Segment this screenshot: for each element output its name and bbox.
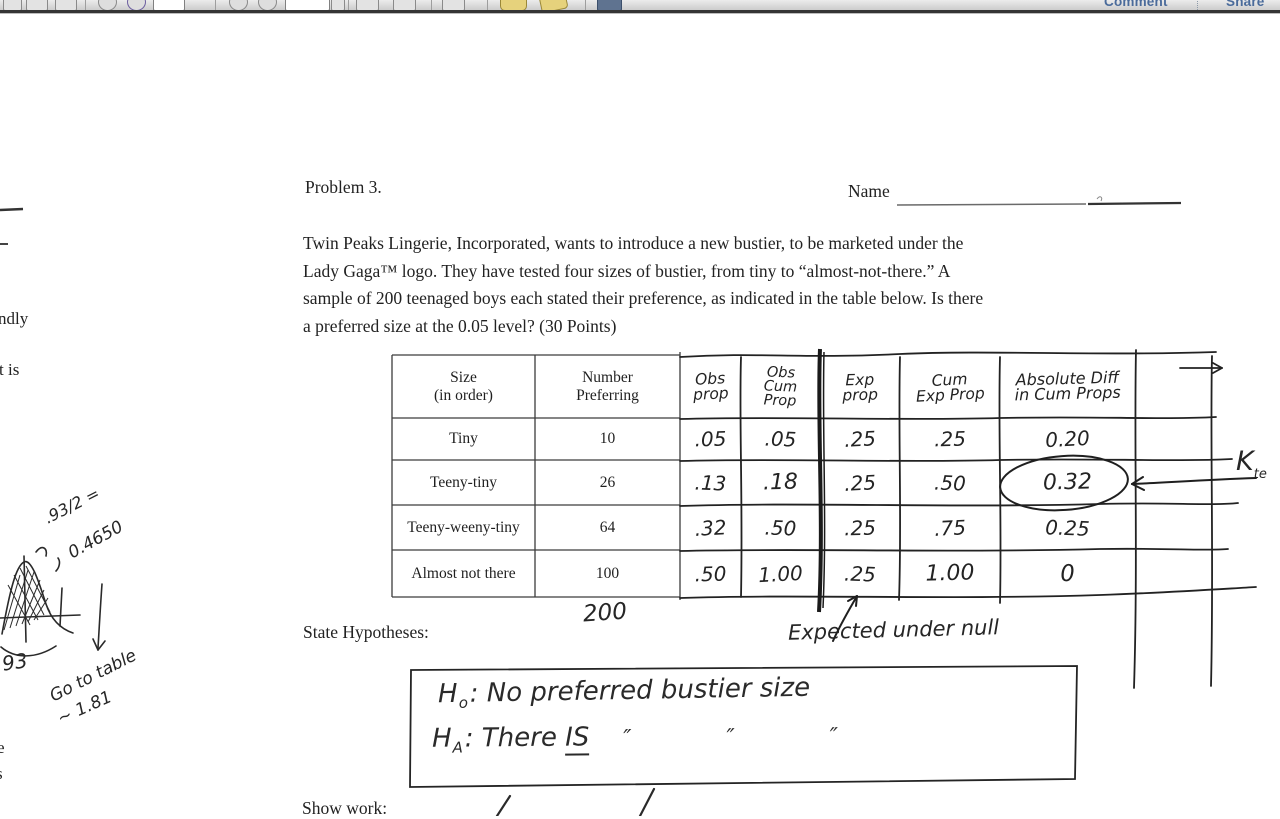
table-cell: Teeny-weeny-tiny [407, 518, 520, 536]
next-view-icon[interactable] [258, 0, 277, 10]
table-cell: 26 [599, 473, 616, 491]
column-header: Number Preferring [576, 368, 639, 404]
column-header: Absolute Diff in Cum Props [1014, 367, 1122, 405]
print-icon[interactable] [26, 0, 48, 10]
table-cell: Teeny-tiny [430, 473, 497, 491]
acrobat-toolbar: Comment Share [0, 0, 1280, 10]
paragraph-line: Lady Gaga™ logo. They have tested four s… [303, 260, 951, 281]
table-cell: .13 [694, 469, 727, 496]
clipboard-icon[interactable] [442, 0, 465, 10]
table-cell: .50 [694, 561, 727, 586]
sticky-note-icon[interactable] [500, 0, 527, 10]
k-statistic-callout: Kte [1236, 446, 1267, 482]
toolbar-border-shadow [0, 13, 1280, 14]
column-header: Cum Exp Prop [915, 370, 986, 406]
paragraph-line: Twin Peaks Lingerie, Incorporated, wants… [303, 233, 964, 253]
table-cell: .25 [843, 515, 877, 540]
table-cell: .18 [762, 469, 799, 496]
toolbar-separator [348, 0, 349, 10]
reading-mode-icon[interactable] [597, 0, 622, 10]
table-cell: 1.00 [925, 560, 975, 587]
file-icon[interactable] [3, 0, 22, 10]
table-cell: .05 [764, 426, 797, 452]
table-cell: 100 [595, 564, 620, 582]
table-cell: 10 [599, 430, 616, 447]
column-header: Size (in order) [434, 368, 493, 404]
table-cell: .25 [843, 560, 877, 587]
toolbar-separator [431, 0, 432, 10]
table-cell: .25 [843, 469, 877, 496]
table-cell: Almost not there [411, 564, 516, 582]
margin-fragment: s [0, 764, 3, 784]
fit-width-icon[interactable] [356, 0, 379, 10]
table-cell: .05 [694, 426, 727, 452]
page-down-icon[interactable] [127, 0, 146, 10]
table-cell: 1.00 [757, 560, 804, 587]
column-header: Obs Cum Prop [763, 364, 798, 410]
table-cell: .75 [933, 514, 967, 541]
zoom-level-input[interactable] [285, 0, 330, 10]
toolbar-border [0, 10, 1280, 13]
sketch-left-value: 93 [0, 648, 29, 676]
show-work-label: Show work: [302, 798, 388, 818]
page-up-icon[interactable] [98, 0, 117, 10]
table-cell: Tiny [449, 430, 478, 447]
problem-paragraph: Twin Peaks Lingerie, Incorporated, wants… [303, 230, 983, 340]
email-icon[interactable] [55, 0, 77, 10]
margin-fragment: t is [0, 360, 20, 379]
prev-view-icon[interactable] [229, 0, 248, 10]
toolbar-separator [487, 0, 488, 10]
zoom-dropdown-icon[interactable] [331, 0, 345, 10]
pdf-page-canvas[interactable]: Problem 3. Name Twin Peaks Lingerie, Inc… [0, 14, 1280, 818]
toolbar-separator [85, 0, 86, 10]
toolbar-separator [1197, 0, 1199, 10]
margin-fragment: ndly [0, 309, 29, 328]
table-cell: 64 [599, 518, 616, 536]
margin-fragment: e [0, 738, 5, 757]
table-cell: .50 [764, 514, 797, 541]
share-button[interactable]: Share [1226, 0, 1265, 9]
name-label: Name [848, 181, 890, 201]
paragraph-line: a preferred size at the 0.05 level? (30 … [303, 315, 617, 336]
toolbar-separator [215, 0, 216, 10]
fit-page-icon[interactable] [393, 0, 416, 10]
table-cell: 0.20 [1044, 425, 1091, 453]
state-hypotheses-label: State Hypotheses: [303, 622, 429, 642]
toolbar-separator [585, 0, 586, 10]
paragraph-line: sample of 200 teenaged boys each stated … [303, 288, 984, 308]
table-cell: .25 [843, 426, 877, 452]
column-header: Obs prop [692, 368, 730, 404]
highlight-icon[interactable] [538, 0, 569, 10]
sketch-fraction-label: .93/2 = [40, 483, 103, 528]
comment-button[interactable]: Comment [1104, 0, 1168, 9]
sketch-value-label: 0.4650 [64, 516, 127, 564]
column-total: 200 [582, 598, 628, 628]
column-header: Exp prop [842, 370, 879, 405]
page-number-input[interactable] [153, 0, 185, 10]
table-cell: .32 [693, 514, 728, 541]
problem-label: Problem 3. [305, 177, 382, 197]
table-cell: 0 [1059, 560, 1076, 587]
expected-under-null-note: Expected under null [787, 615, 1000, 645]
table-cell: 0.25 [1044, 514, 1091, 541]
table-cell: 0.32 [1042, 469, 1093, 496]
table-cell: .25 [933, 426, 967, 452]
table-cell: .50 [933, 469, 967, 496]
